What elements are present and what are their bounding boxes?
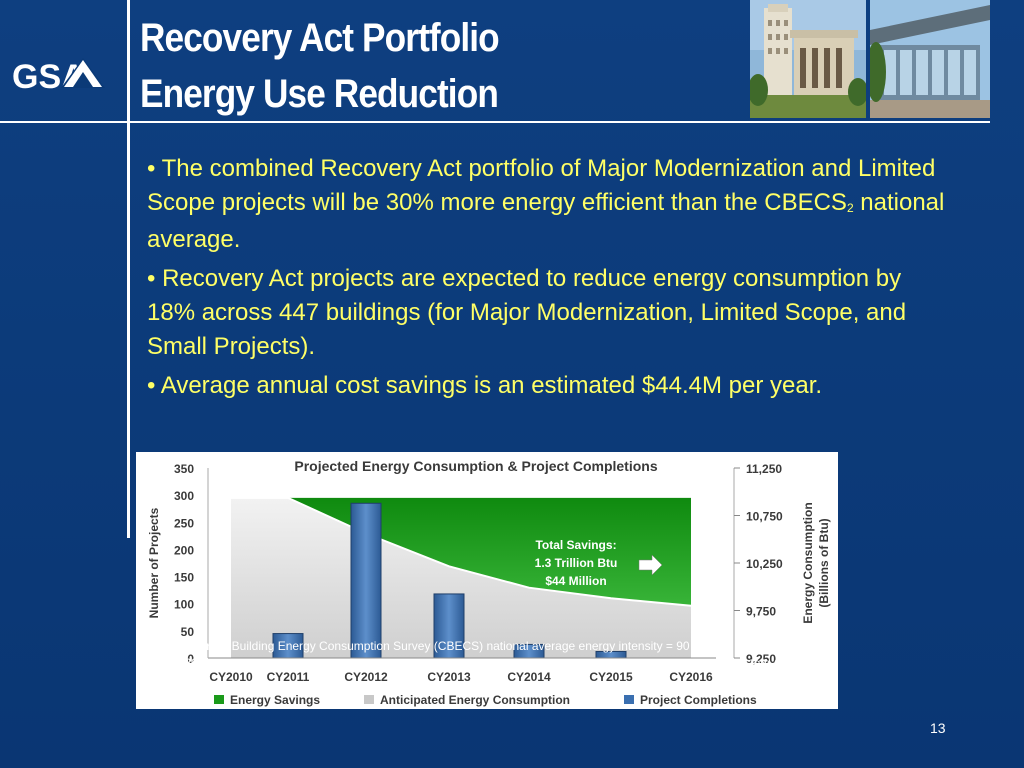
x-tick-label: CY2010 — [209, 670, 253, 684]
annotation-line-1: Total Savings: — [535, 538, 616, 552]
footnotes: ¹ Commercial Building Energy Consumption… — [157, 638, 814, 672]
project-bar — [433, 593, 465, 659]
x-tick-label: CY2014 — [507, 670, 551, 684]
legend-swatch — [364, 695, 374, 704]
y-tick-label: 250 — [174, 516, 194, 530]
energy-savings-area — [231, 497, 691, 606]
y-tick-label: 150 — [174, 571, 194, 585]
legend-label: Project Completions — [640, 693, 757, 707]
x-tick-label: CY2016 — [669, 670, 713, 684]
energy-chart: Projected Energy Consumption & Project C… — [147, 458, 831, 707]
footnote-1: ¹ Commercial Building Energy Consumption… — [157, 639, 743, 653]
anticipated-consumption-area — [231, 497, 691, 658]
title-line-2: Energy Use Reduction — [140, 72, 499, 116]
chart-container: Projected Energy Consumption & Project C… — [136, 452, 838, 709]
gsa-logo: GSA — [12, 58, 105, 96]
bullet-item: • Average annual cost savings is an esti… — [147, 372, 823, 399]
y-tick-label: 0 — [187, 652, 194, 666]
project-bar — [350, 502, 382, 659]
y2-tick-label: 10,250 — [746, 557, 783, 571]
legend-swatch — [214, 695, 224, 704]
legend-label: Energy Savings — [230, 693, 320, 707]
y2-axis-label-2: (Billions of Btu) — [817, 518, 831, 607]
annotation-line-2: 1.3 Trillion Btu — [535, 556, 618, 570]
x-tick-label: CY2011 — [267, 670, 310, 684]
title-line-1: Recovery Act Portfolio — [140, 16, 500, 60]
slide-title: Recovery Act Portfolio Energy Use Reduct… — [140, 10, 668, 122]
x-tick-label: CY2013 — [427, 670, 471, 684]
y2-axis-label-1: Energy Consumption — [801, 502, 815, 623]
horizontal-divider — [0, 121, 990, 123]
y-tick-label: 300 — [174, 489, 194, 503]
y-tick-label: 350 — [174, 462, 194, 476]
x-tick-label: CY2012 — [344, 670, 388, 684]
project-bar — [272, 633, 304, 659]
y-tick-label: 100 — [174, 598, 194, 612]
y2-tick-label: 10,750 — [746, 510, 783, 524]
x-tick-label: CY2015 — [589, 670, 633, 684]
y-tick-label: 50 — [181, 625, 195, 639]
chart-title: Projected Energy Consumption & Project C… — [294, 458, 657, 474]
y-tick-label: 200 — [174, 543, 194, 557]
y-axis-label: Number of Projects — [147, 507, 161, 618]
building-photo-historic — [750, 0, 866, 118]
bullet-item: • The combined Recovery Act portfolio of… — [147, 155, 945, 253]
building-photo-modern — [870, 0, 990, 118]
y2-tick-label: 9,750 — [746, 605, 776, 619]
bullet-list: • The combined Recovery Act portfolio of… — [147, 152, 947, 408]
legend-swatch — [624, 695, 634, 704]
vertical-divider — [127, 0, 130, 538]
page-number: 13 — [930, 720, 946, 736]
annotation-line-3: $44 Million — [545, 574, 606, 588]
y2-tick-label: 9,250 — [746, 652, 776, 666]
y2-tick-label: 11,250 — [746, 462, 782, 476]
footnote-ref: 2 — [846, 201, 854, 215]
annotation-arrow-icon — [638, 554, 663, 576]
bullet-item: • Recovery Act projects are expected to … — [147, 265, 907, 360]
legend-label: Anticipated Energy Consumption — [380, 693, 570, 707]
anticipated-consumption-line — [231, 496, 692, 607]
footnote-2: PBS 2008 and 2003 baseline energy intens… — [157, 656, 815, 670]
